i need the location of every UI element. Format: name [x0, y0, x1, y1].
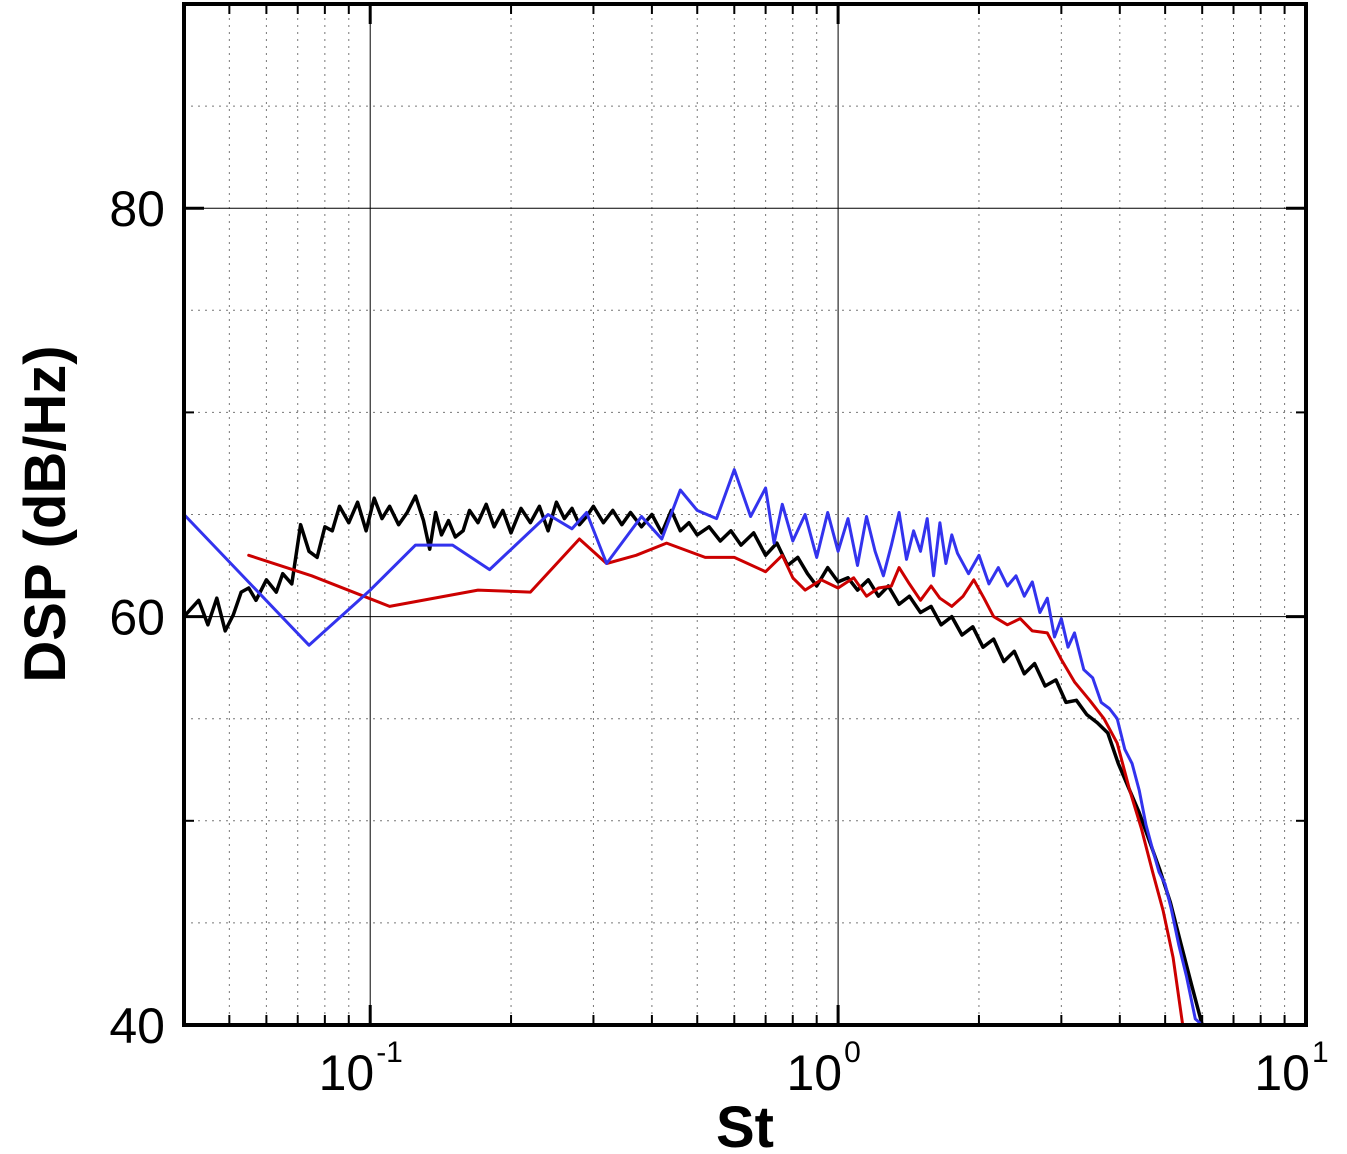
series-line-1 — [182, 494, 1204, 1027]
plot-frame — [182, 2, 1308, 1027]
y-tick-label: 80 — [109, 181, 165, 237]
ticks-layer — [183, 4, 1308, 1025]
x-tick-label-exponent: 1 — [1312, 1036, 1329, 1069]
x-tick-label-exponent: -1 — [376, 1036, 403, 1069]
minor-grid — [183, 4, 1306, 1025]
x-tick-label: 10 — [1254, 1045, 1310, 1101]
y-tick-label: 60 — [109, 590, 165, 646]
y-tick-labels: 40 60 80 — [109, 181, 165, 1054]
x-axis-title: St — [716, 1095, 774, 1154]
x-tick-labels: 10 -1 10 0 10 1 — [319, 1036, 1329, 1101]
y-axis-title: DSP (dB/Hz) — [13, 345, 78, 682]
series-line-2 — [247, 537, 1185, 1027]
x-tick-label-exponent: 0 — [844, 1036, 861, 1069]
y-tick-label: 40 — [109, 998, 165, 1054]
x-tick-label: 10 — [786, 1045, 842, 1101]
series-line-3 — [182, 468, 1204, 1027]
series-layer — [182, 468, 1204, 1027]
x-tick-label: 10 — [319, 1045, 375, 1101]
